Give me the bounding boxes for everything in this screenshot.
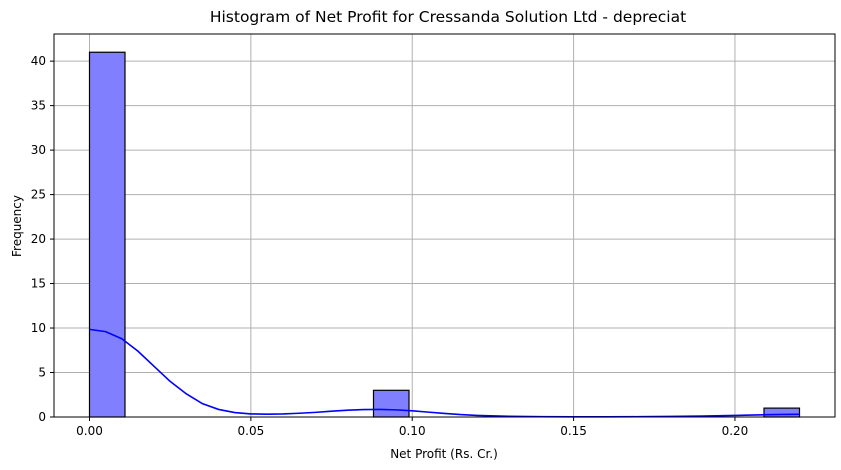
chart-title: Histogram of Net Profit for Cressanda So… xyxy=(210,8,686,26)
y-axis-label: Frequency xyxy=(10,195,24,257)
kde-curve xyxy=(89,328,800,418)
x-tick-label-1: 0.05 xyxy=(238,424,265,438)
histogram-bar-8 xyxy=(372,389,410,418)
x-axis-ticks: 0.00 0.05 0.10 0.15 0.20 xyxy=(76,417,748,438)
x-axis-label: Net Profit (Rs. Cr.) xyxy=(390,447,498,461)
y-axis-ticks: 0 5 10 15 20 25 30 35 40 xyxy=(31,54,54,424)
y-tick-label-2: 10 xyxy=(31,321,46,335)
y-tick-label-0: 0 xyxy=(38,410,46,424)
y-tick-label-5: 25 xyxy=(31,188,46,202)
grid-lines xyxy=(54,34,835,418)
y-tick-label-4: 20 xyxy=(31,232,46,246)
x-tick-label-0: 0.00 xyxy=(76,424,103,438)
y-tick-label-7: 35 xyxy=(31,99,46,113)
histogram-bars xyxy=(88,51,801,418)
y-tick-label-6: 30 xyxy=(31,143,46,157)
histogram-bar-0 xyxy=(88,51,126,418)
plot-frame xyxy=(53,33,836,418)
y-tick-label-1: 5 xyxy=(38,366,46,380)
histogram-bar-19 xyxy=(763,407,801,418)
x-tick-label-2: 0.10 xyxy=(399,424,426,438)
x-tick-label-4: 0.20 xyxy=(722,424,749,438)
y-tick-label-8: 40 xyxy=(31,54,46,68)
y-tick-label-3: 15 xyxy=(31,277,46,291)
x-tick-label-3: 0.15 xyxy=(560,424,587,438)
